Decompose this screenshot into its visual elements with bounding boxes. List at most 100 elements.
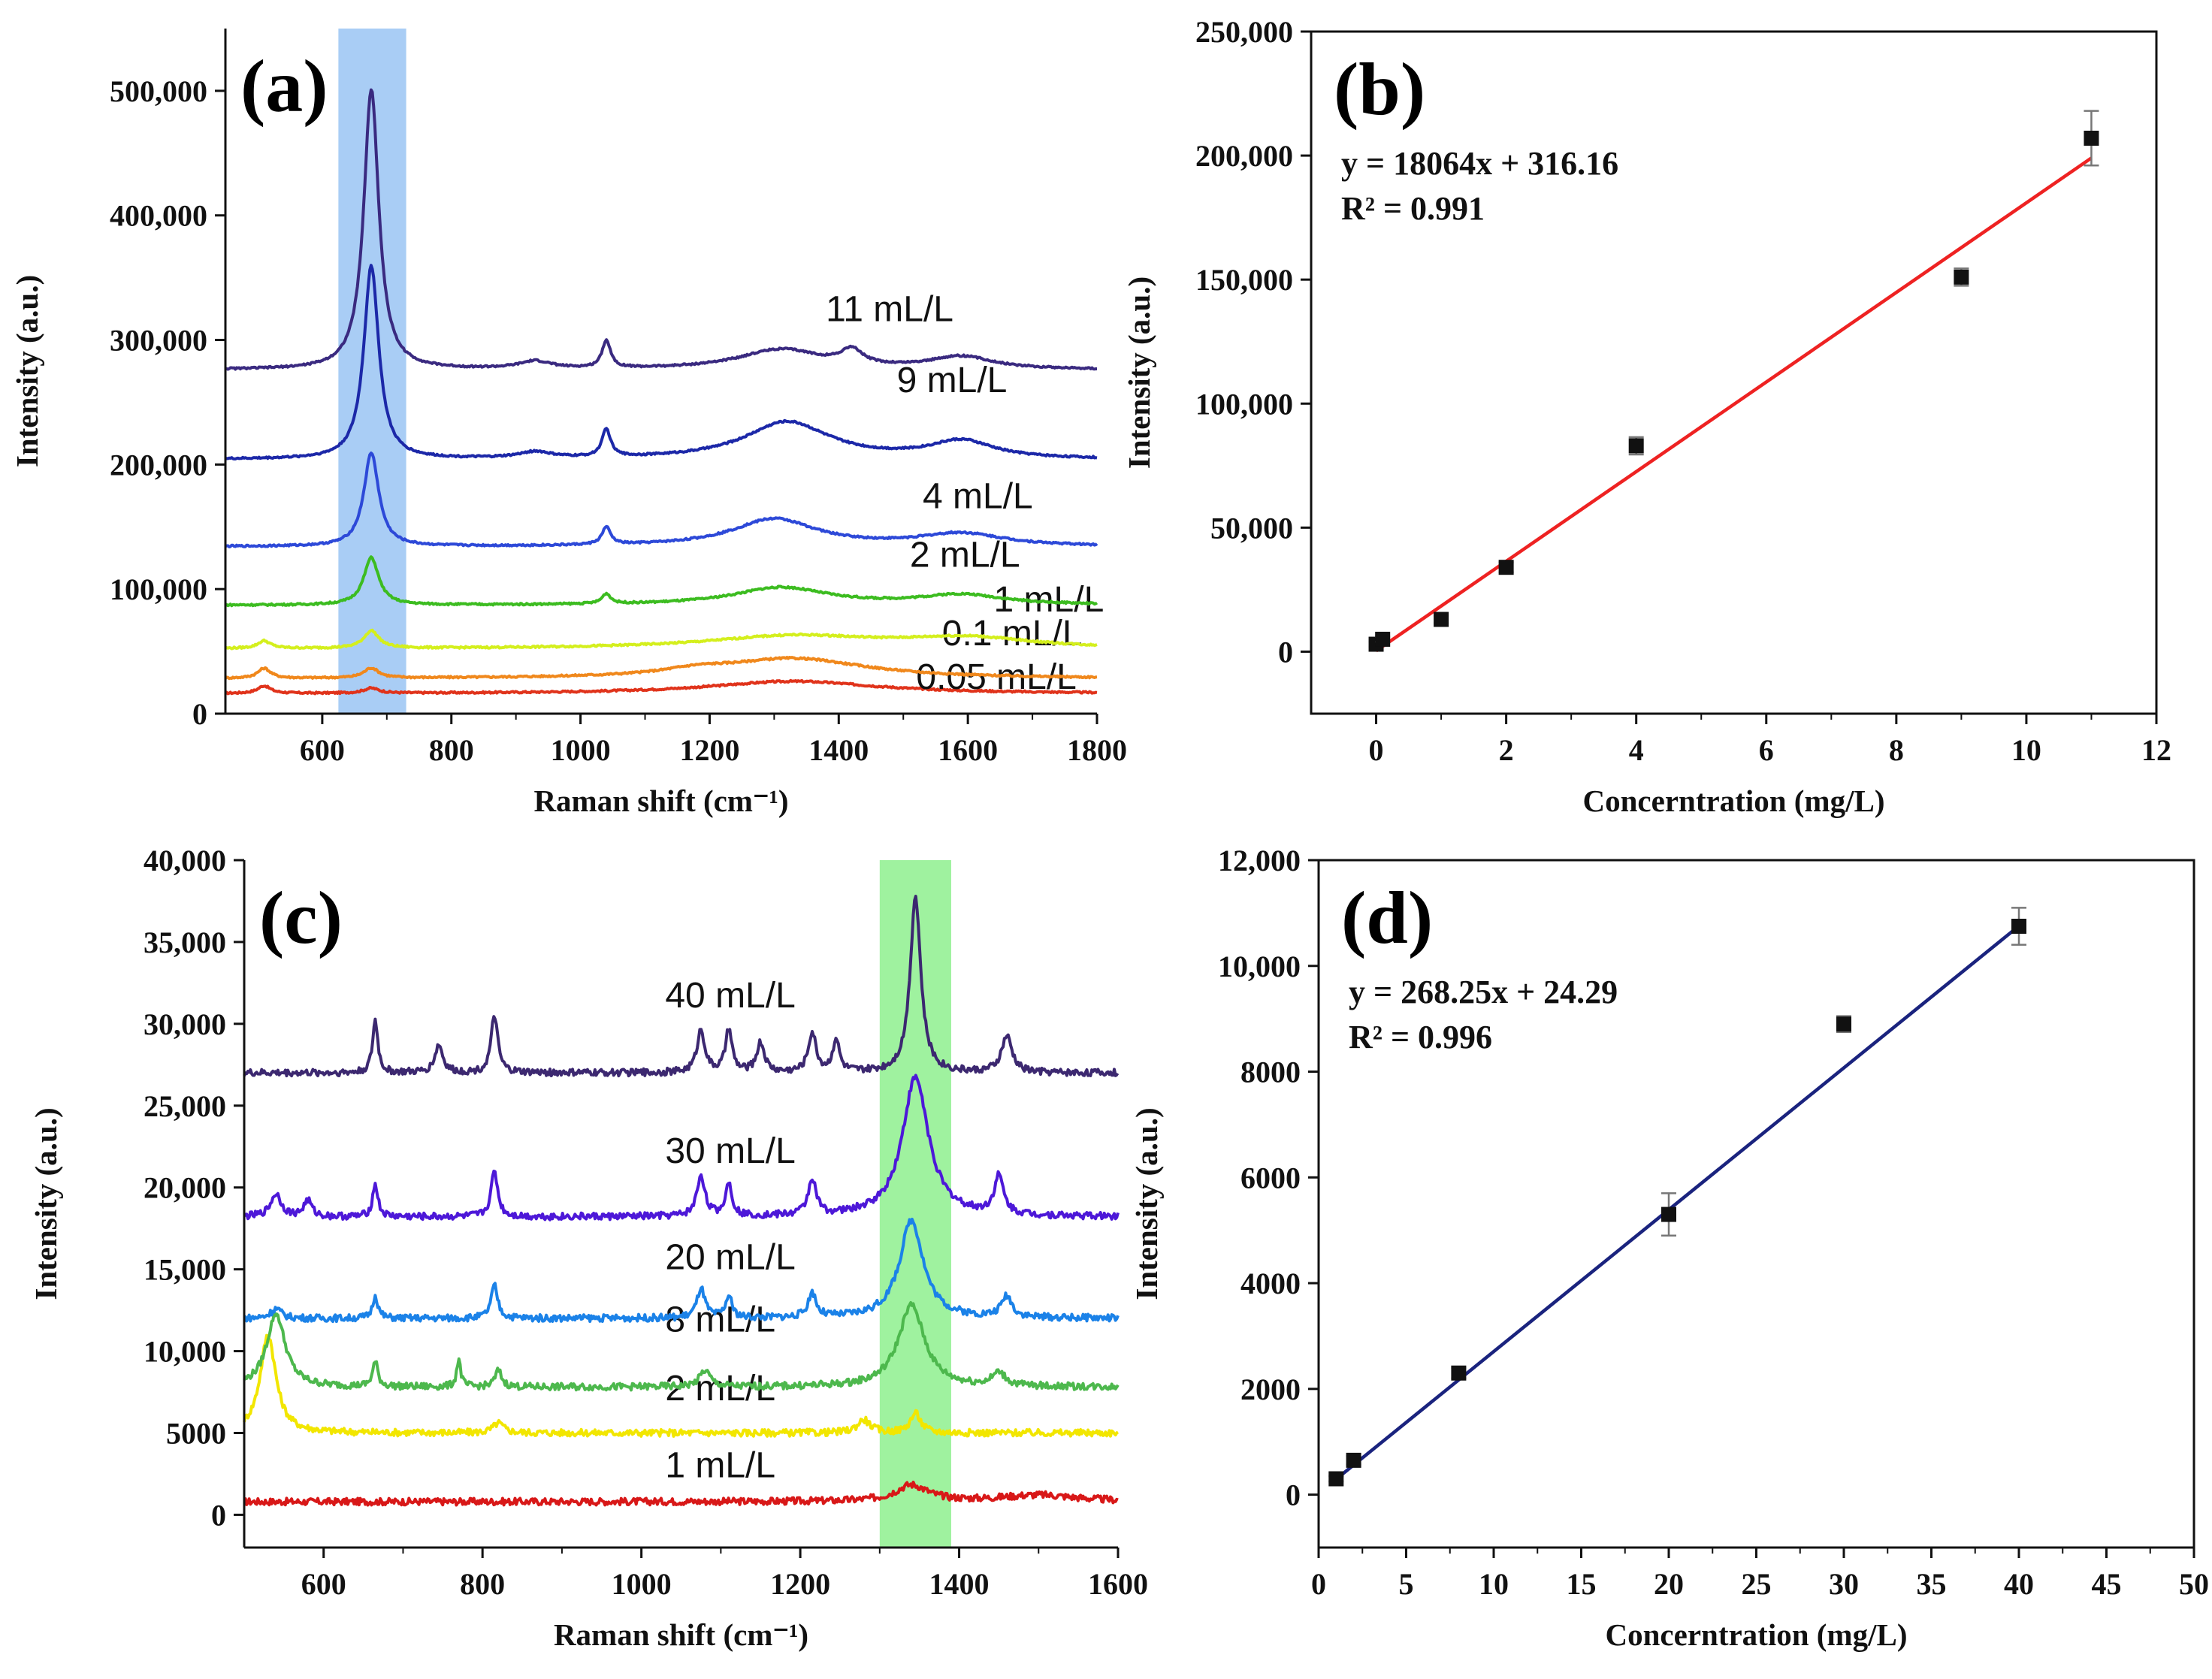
x-tick-label: 50 [2179, 1567, 2209, 1601]
x-tick-label: 1400 [929, 1567, 990, 1601]
data-point [1628, 438, 1644, 454]
series-line-20-mL-L [243, 1217, 1120, 1324]
x-tick-label: 0 [1369, 733, 1384, 767]
data-point [1451, 1365, 1467, 1381]
series-line-1-mL-L [243, 1481, 1119, 1507]
series-line-2-mL-L [243, 1333, 1120, 1438]
x-tick-label: 600 [300, 733, 345, 767]
x-tick-label: 6 [1759, 733, 1774, 767]
x-tick-label: 45 [2092, 1567, 2122, 1601]
series-line-9-mL-L [224, 264, 1098, 461]
series-label: 8 mL/L [665, 1300, 775, 1339]
panel-b: 0 2 4 6 8 10 12 0 50,000 100,000 150,000 200,000 250… [1122, 15, 2171, 818]
x-tick-label: 600 [301, 1567, 346, 1601]
y-tick-label: 4000 [1240, 1267, 1301, 1300]
y-tick-label: 12,000 [1218, 844, 1301, 877]
panel-label: (b) [1334, 47, 1425, 131]
y-tick-label: 250,000 [1195, 15, 1293, 49]
x-axis-label: Raman shift (cm⁻¹) [533, 784, 788, 818]
y-axis-label: Intensity (a.u.) [29, 1107, 63, 1300]
series-label: 0.1 mL/L [942, 614, 1083, 654]
x-tick-label: 1800 [1067, 733, 1127, 767]
x-tick-label: 4 [1629, 733, 1644, 767]
x-tick-label: 1600 [938, 733, 998, 767]
y-tick-label: 0 [1278, 635, 1293, 669]
y-tick-label: 5000 [166, 1417, 226, 1451]
x-tick-label: 35 [1917, 1567, 1947, 1601]
series-line-0-1-mL-L [224, 656, 1098, 681]
series-label: 2 mL/L [910, 535, 1020, 575]
series-label: 9 mL/L [897, 361, 1008, 400]
x-tick-label: 10 [2011, 733, 2041, 767]
plot-frame [1317, 859, 2195, 1549]
y-tick-label: 150,000 [1195, 263, 1293, 297]
x-tick-label: 30 [1829, 1567, 1859, 1601]
x-tick-label: 8 [1889, 733, 1904, 767]
y-tick-label: 35,000 [144, 926, 226, 959]
y-tick-label: 30,000 [144, 1007, 226, 1041]
data-point [1661, 1206, 1676, 1222]
y-tick-label: 0 [1286, 1478, 1301, 1512]
y-tick-label: 200,000 [110, 448, 207, 482]
series-line-11-mL-L [225, 88, 1098, 371]
y-axis-label: Intensity (a.u.) [1129, 1107, 1164, 1300]
y-tick-label: 15,000 [144, 1253, 226, 1287]
x-tick-label: 2 [1499, 733, 1514, 767]
fit-equation: y = 268.25x + 24.29 [1349, 974, 1618, 1010]
series-label: 4 mL/L [923, 476, 1033, 516]
x-tick-label: 1400 [808, 733, 869, 767]
x-tick-label: 10 [1479, 1567, 1509, 1601]
y-tick-label: 10,000 [1218, 950, 1301, 983]
panel-a: 0.05 mL/L0.1 mL/L1 mL/L2 mL/L4 mL/L9 mL/… [10, 29, 1127, 818]
y-tick-label: 8000 [1240, 1055, 1301, 1089]
data-point [2084, 130, 2099, 146]
panel-label: (a) [240, 44, 328, 128]
data-point [1498, 560, 1514, 575]
y-tick-label: 400,000 [110, 199, 207, 233]
data-point [1375, 631, 1391, 647]
series-label: 40 mL/L [665, 976, 795, 1016]
series-label: 11 mL/L [826, 290, 953, 330]
x-tick-label: 1000 [612, 1567, 672, 1601]
x-axis-label: Concerntration (mg/L) [1606, 1617, 1908, 1652]
y-tick-label: 10,000 [144, 1335, 226, 1369]
x-tick-label: 15 [1567, 1567, 1597, 1601]
series-line-2-mL-L [225, 555, 1098, 608]
series-line-8-mL-L [243, 1301, 1120, 1392]
x-tick-label: 800 [429, 733, 474, 767]
panel-label: (d) [1341, 876, 1433, 959]
highlight-band [879, 860, 951, 1548]
fit-line [1375, 156, 2093, 653]
panel-c: 1 mL/L2 mL/L8 mL/L20 mL/L30 mL/L40 mL/L6… [29, 844, 1148, 1652]
x-tick-label: 25 [1742, 1567, 1772, 1601]
data-point [1836, 1016, 1851, 1032]
y-tick-label: 40,000 [144, 844, 226, 877]
x-axis-label: Raman shift (cm⁻¹) [554, 1617, 808, 1652]
x-tick-label: 40 [2004, 1567, 2034, 1601]
x-tick-label: 1000 [551, 733, 611, 767]
series-label: 20 mL/L [665, 1238, 795, 1278]
data-point [1954, 269, 1969, 285]
x-tick-label: 800 [460, 1567, 505, 1601]
x-tick-label: 0 [1311, 1567, 1326, 1601]
fit-equation: y = 18064x + 316.16 [1341, 145, 1618, 182]
x-tick-label: 12 [2141, 733, 2171, 767]
series-line-0-05-mL-L [225, 678, 1098, 696]
series-line-4-mL-L [225, 451, 1098, 548]
data-point [2011, 918, 2026, 934]
panel-d: 0 5 10 15 20 25 30 35 40 45 50 0 2000 4000 6000 8000 10,… [1129, 844, 2209, 1652]
x-tick-label: 1200 [770, 1567, 830, 1601]
x-axis-label: Concerntration (mg/L) [1583, 784, 1885, 818]
r-squared: R² = 0.991 [1341, 190, 1485, 227]
y-tick-label: 6000 [1240, 1161, 1301, 1194]
y-axis-label: Intensity (a.u.) [10, 275, 44, 467]
panel-label: (c) [259, 876, 343, 959]
y-tick-label: 300,000 [110, 324, 207, 358]
y-tick-label: 200,000 [1195, 139, 1293, 173]
fit-line [1334, 924, 2020, 1481]
data-point [1346, 1452, 1361, 1468]
y-tick-label: 0 [192, 697, 207, 731]
y-axis-label: Intensity (a.u.) [1122, 276, 1156, 469]
series-label: 30 mL/L [665, 1131, 795, 1171]
